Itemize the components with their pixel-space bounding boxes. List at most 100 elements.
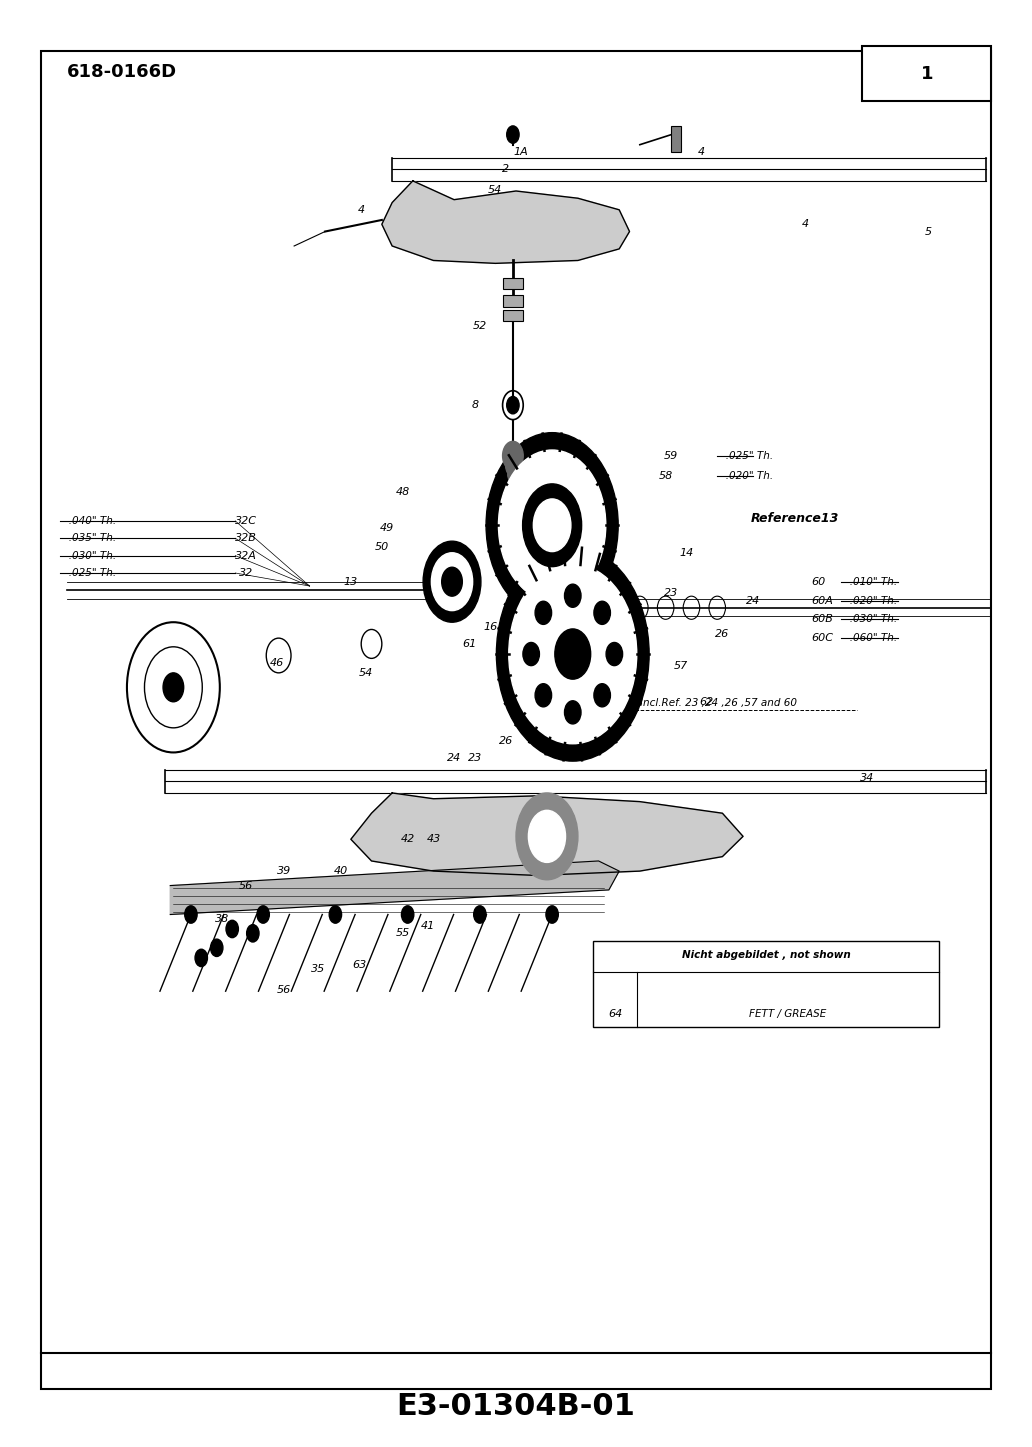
Circle shape: [498, 450, 606, 601]
Text: 14: 14: [679, 548, 694, 557]
Circle shape: [431, 553, 473, 611]
Circle shape: [507, 126, 519, 143]
Circle shape: [163, 673, 184, 702]
Text: 63: 63: [352, 961, 366, 969]
Text: 4: 4: [802, 220, 808, 229]
Text: 5: 5: [926, 227, 932, 236]
Circle shape: [506, 456, 520, 476]
Text: 57: 57: [674, 661, 688, 670]
Circle shape: [528, 810, 566, 862]
Text: 40: 40: [333, 867, 348, 875]
Text: -.020" Th.: -.020" Th.: [722, 472, 774, 480]
Text: 60A: 60A: [811, 596, 833, 605]
Text: 60B: 60B: [811, 615, 833, 624]
Text: 618-0166D: 618-0166D: [67, 64, 178, 81]
Circle shape: [329, 906, 342, 923]
Text: 23: 23: [467, 754, 482, 763]
Bar: [503, 310, 523, 321]
Text: 12: 12: [498, 508, 513, 517]
Text: 59: 59: [664, 451, 678, 460]
Text: -.025" Th.: -.025" Th.: [65, 569, 117, 577]
Text: 23: 23: [664, 589, 678, 598]
Text: 11: 11: [498, 492, 513, 501]
Text: -.035" Th.: -.035" Th.: [65, 534, 117, 543]
Text: -.030" Th.: -.030" Th.: [65, 551, 117, 560]
Text: -.040" Th.: -.040" Th.: [65, 517, 117, 525]
Text: 32C: 32C: [234, 517, 257, 525]
Text: 8: 8: [472, 401, 478, 410]
Circle shape: [442, 567, 462, 596]
Text: 49: 49: [380, 524, 394, 532]
Text: 35: 35: [311, 965, 325, 974]
Circle shape: [503, 441, 523, 470]
Text: 56: 56: [238, 881, 253, 890]
Circle shape: [534, 499, 571, 551]
Polygon shape: [351, 793, 743, 875]
Text: 39: 39: [277, 867, 291, 875]
Text: 32A: 32A: [234, 551, 257, 560]
Text: 62: 62: [700, 697, 714, 706]
Circle shape: [226, 920, 238, 938]
Text: 38: 38: [215, 915, 229, 923]
Text: -.025" Th.: -.025" Th.: [722, 451, 774, 460]
Text: 41: 41: [421, 922, 436, 930]
Text: 60: 60: [811, 577, 826, 586]
Circle shape: [211, 939, 223, 956]
Circle shape: [247, 925, 259, 942]
Circle shape: [555, 629, 590, 679]
Text: 58: 58: [658, 472, 673, 480]
Circle shape: [522, 483, 582, 567]
Text: -.020" Th.: -.020" Th.: [846, 596, 898, 605]
Text: 17: 17: [514, 601, 528, 609]
Circle shape: [507, 396, 519, 414]
Circle shape: [486, 433, 618, 618]
Text: Incl.Ref. 23 ,24 ,26 ,57 and 60: Incl.Ref. 23 ,24 ,26 ,57 and 60: [640, 699, 797, 708]
Bar: [593, 941, 939, 1027]
Circle shape: [565, 585, 581, 608]
Circle shape: [509, 564, 637, 744]
Circle shape: [401, 906, 414, 923]
Circle shape: [536, 602, 552, 625]
Text: 61: 61: [462, 640, 477, 648]
Text: 43: 43: [426, 835, 441, 844]
Text: 10: 10: [498, 476, 513, 485]
Text: 56: 56: [277, 985, 291, 994]
Bar: [671, 126, 681, 152]
Text: 13: 13: [344, 577, 358, 586]
Text: 32B: 32B: [234, 534, 257, 543]
Text: 4: 4: [699, 148, 705, 156]
Text: 50: 50: [375, 543, 389, 551]
Circle shape: [593, 602, 610, 625]
Text: 4: 4: [358, 205, 364, 214]
Circle shape: [257, 906, 269, 923]
Polygon shape: [382, 181, 630, 263]
Text: -.060" Th.: -.060" Th.: [846, 634, 898, 642]
Circle shape: [606, 642, 622, 666]
Text: 24: 24: [447, 754, 461, 763]
Text: 26: 26: [498, 737, 513, 745]
Text: 52: 52: [473, 321, 487, 330]
Text: 60C: 60C: [811, 634, 833, 642]
Text: 24: 24: [746, 596, 761, 605]
Circle shape: [474, 906, 486, 923]
Circle shape: [508, 467, 518, 482]
Text: 54: 54: [359, 669, 374, 677]
Text: 45: 45: [166, 680, 181, 689]
Bar: [503, 278, 523, 289]
Text: 32: 32: [238, 569, 253, 577]
Text: -.010" Th.: -.010" Th.: [846, 577, 898, 586]
Text: 54: 54: [488, 185, 503, 194]
Circle shape: [185, 906, 197, 923]
Text: Reference13: Reference13: [750, 512, 839, 524]
Text: E3-01304B-01: E3-01304B-01: [396, 1392, 636, 1421]
Text: 34: 34: [860, 774, 874, 783]
Text: 55: 55: [395, 929, 410, 938]
Text: 15: 15: [612, 586, 626, 595]
Circle shape: [565, 700, 581, 724]
Text: 16: 16: [483, 622, 497, 631]
Text: Nicht abgebildet , not shown: Nicht abgebildet , not shown: [682, 951, 850, 959]
Circle shape: [523, 642, 540, 666]
Text: 48: 48: [395, 488, 410, 496]
Polygon shape: [170, 861, 619, 915]
Text: FETT / GREASE: FETT / GREASE: [749, 1010, 827, 1019]
